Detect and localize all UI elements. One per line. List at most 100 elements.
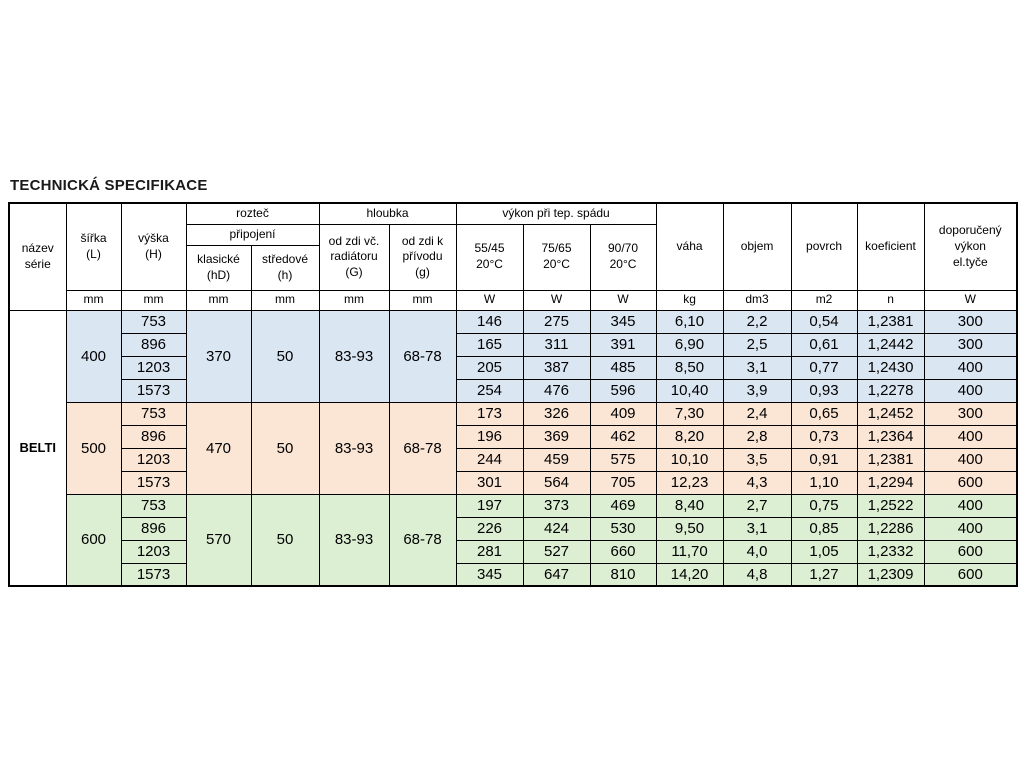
hloubka-privod-cell: 68-78	[388, 309, 457, 403]
vaha-cell: 8,40	[655, 493, 724, 518]
spec-table-body: BELTI 400 753 370 50 83-93 68-78 146 275 345 6,10 2…	[8, 309, 1018, 587]
vykon-9070-cell: 469	[589, 493, 657, 518]
koeficient-cell: 1,2332	[856, 539, 925, 564]
objem-cell: 2,5	[722, 332, 792, 357]
spec-table: název série šířka (L) výška (H) rozteč h…	[8, 202, 1019, 587]
objem-cell: 3,1	[722, 355, 792, 380]
header-roztec: rozteč	[185, 202, 320, 225]
vykon-9070-cell: 462	[589, 424, 657, 449]
vykon-9070-cell: 810	[589, 562, 657, 587]
unit-od-zdi-privod: mm	[388, 289, 457, 311]
hloubka-radiator-cell: 83-93	[318, 493, 390, 587]
unit-vaha: kg	[655, 289, 724, 311]
vykon-7565-cell: 387	[522, 355, 591, 380]
unit-5545: W	[455, 289, 524, 311]
spec-table-container: název série šířka (L) výška (H) rozteč h…	[8, 202, 1019, 587]
koeficient-cell: 1,2430	[856, 355, 925, 380]
objem-cell: 2,7	[722, 493, 792, 518]
height-cell: 753	[120, 309, 187, 334]
vykon-9070-cell: 485	[589, 355, 657, 380]
el-tyc-cell: 600	[923, 539, 1018, 564]
vykon-5545-cell: 165	[455, 332, 524, 357]
header-povrch: povrch	[790, 202, 858, 291]
unit-stredove: mm	[250, 289, 320, 311]
povrch-cell: 0,93	[790, 378, 858, 403]
povrch-cell: 0,54	[790, 309, 858, 334]
table-row: 896 226 424 530 9,50 3,1 0,85 1,2286 400	[9, 516, 1018, 541]
table-row: 1203 244 459 575 10,10 3,5 0,91 1,2381 400	[9, 447, 1018, 472]
vykon-7565-cell: 564	[522, 470, 591, 495]
el-tyc-cell: 400	[923, 424, 1018, 449]
height-cell: 896	[120, 332, 187, 357]
roztec-klasicke-cell: 470	[185, 401, 252, 495]
povrch-cell: 1,27	[790, 562, 858, 587]
header-nazev-serie: název série	[8, 202, 67, 311]
koeficient-cell: 1,2294	[856, 470, 925, 495]
povrch-cell: 0,65	[790, 401, 858, 426]
vykon-9070-cell: 530	[589, 516, 657, 541]
vaha-cell: 8,50	[655, 355, 724, 380]
hloubka-radiator-cell: 83-93	[318, 309, 390, 403]
vykon-5545-cell: 205	[455, 355, 524, 380]
header-row-3: klasické (hD) středové (h)	[9, 244, 1017, 291]
el-tyc-cell: 600	[923, 562, 1018, 587]
koeficient-cell: 1,2452	[856, 401, 925, 426]
roztec-stredove-cell: 50	[250, 493, 320, 587]
vaha-cell: 10,40	[655, 378, 724, 403]
objem-cell: 3,5	[722, 447, 792, 472]
unit-vyska: mm	[120, 289, 187, 311]
objem-cell: 3,1	[722, 516, 792, 541]
vykon-5545-cell: 226	[455, 516, 524, 541]
header-7565: 75/65 20°C	[522, 223, 591, 291]
vykon-7565-cell: 459	[522, 447, 591, 472]
koeficient-cell: 1,2364	[856, 424, 925, 449]
vykon-5545-cell: 196	[455, 424, 524, 449]
koeficient-cell: 1,2278	[856, 378, 925, 403]
el-tyc-cell: 300	[923, 401, 1018, 426]
povrch-cell: 0,77	[790, 355, 858, 380]
height-cell: 1203	[120, 355, 187, 380]
height-cell: 896	[120, 516, 187, 541]
unit-koeficient: n	[856, 289, 925, 311]
vykon-7565-cell: 527	[522, 539, 591, 564]
unit-objem: dm3	[722, 289, 792, 311]
table-row: 1203 281 527 660 11,70 4,0 1,05 1,2332 600	[9, 539, 1018, 564]
vaha-cell: 12,23	[655, 470, 724, 495]
unit-sirka: mm	[65, 289, 122, 311]
vaha-cell: 11,70	[655, 539, 724, 564]
header-row-units: mm mm mm mm mm mm W W W kg dm3 m2 n W	[9, 289, 1018, 311]
header-row-1: název série šířka (L) výška (H) rozteč h…	[8, 202, 1018, 311]
table-row: 1573 345 647 810 14,20 4,8 1,27 1,2309 600	[9, 562, 1018, 587]
vaha-cell: 9,50	[655, 516, 724, 541]
unit-doporuceny: W	[923, 289, 1018, 311]
vykon-7565-cell: 369	[522, 424, 591, 449]
height-cell: 1203	[120, 447, 187, 472]
spec-table-header: název série šířka (L) výška (H) rozteč h…	[8, 202, 1018, 311]
vaha-cell: 7,30	[655, 401, 724, 426]
height-cell: 753	[120, 401, 187, 426]
vaha-cell: 6,10	[655, 309, 724, 334]
series-name-cell: BELTI	[8, 309, 67, 587]
povrch-cell: 1,05	[790, 539, 858, 564]
table-row: 500 753 470 50 83-93 68-78 173 326 409 7,30 2,4 0,6…	[9, 401, 1018, 495]
koeficient-cell: 1,2442	[856, 332, 925, 357]
header-od-zdi-privod: od zdi k přívodu (g)	[388, 223, 457, 291]
header-vyska: výška (H)	[120, 202, 187, 291]
header-stredove: středové (h)	[250, 244, 320, 291]
objem-cell: 4,3	[722, 470, 792, 495]
el-tyc-cell: 600	[923, 470, 1018, 495]
vaha-cell: 10,10	[655, 447, 724, 472]
width-cell: 600	[65, 493, 122, 587]
vykon-5545-cell: 244	[455, 447, 524, 472]
roztec-stredove-cell: 50	[250, 401, 320, 495]
vykon-7565-cell: 311	[522, 332, 591, 357]
height-cell: 1573	[120, 470, 187, 495]
objem-cell: 2,2	[722, 309, 792, 334]
height-cell: 1573	[120, 378, 187, 403]
el-tyc-cell: 400	[923, 355, 1018, 380]
table-row: 1573 301 564 705 12,23 4,3 1,10 1,2294 600	[9, 470, 1018, 495]
height-cell: 1203	[120, 539, 187, 564]
table-row: BELTI 400 753 370 50 83-93 68-78 146 275 345 6,10 2…	[8, 309, 1018, 587]
header-5545: 55/45 20°C	[455, 223, 524, 291]
unit-7565: W	[522, 289, 591, 311]
